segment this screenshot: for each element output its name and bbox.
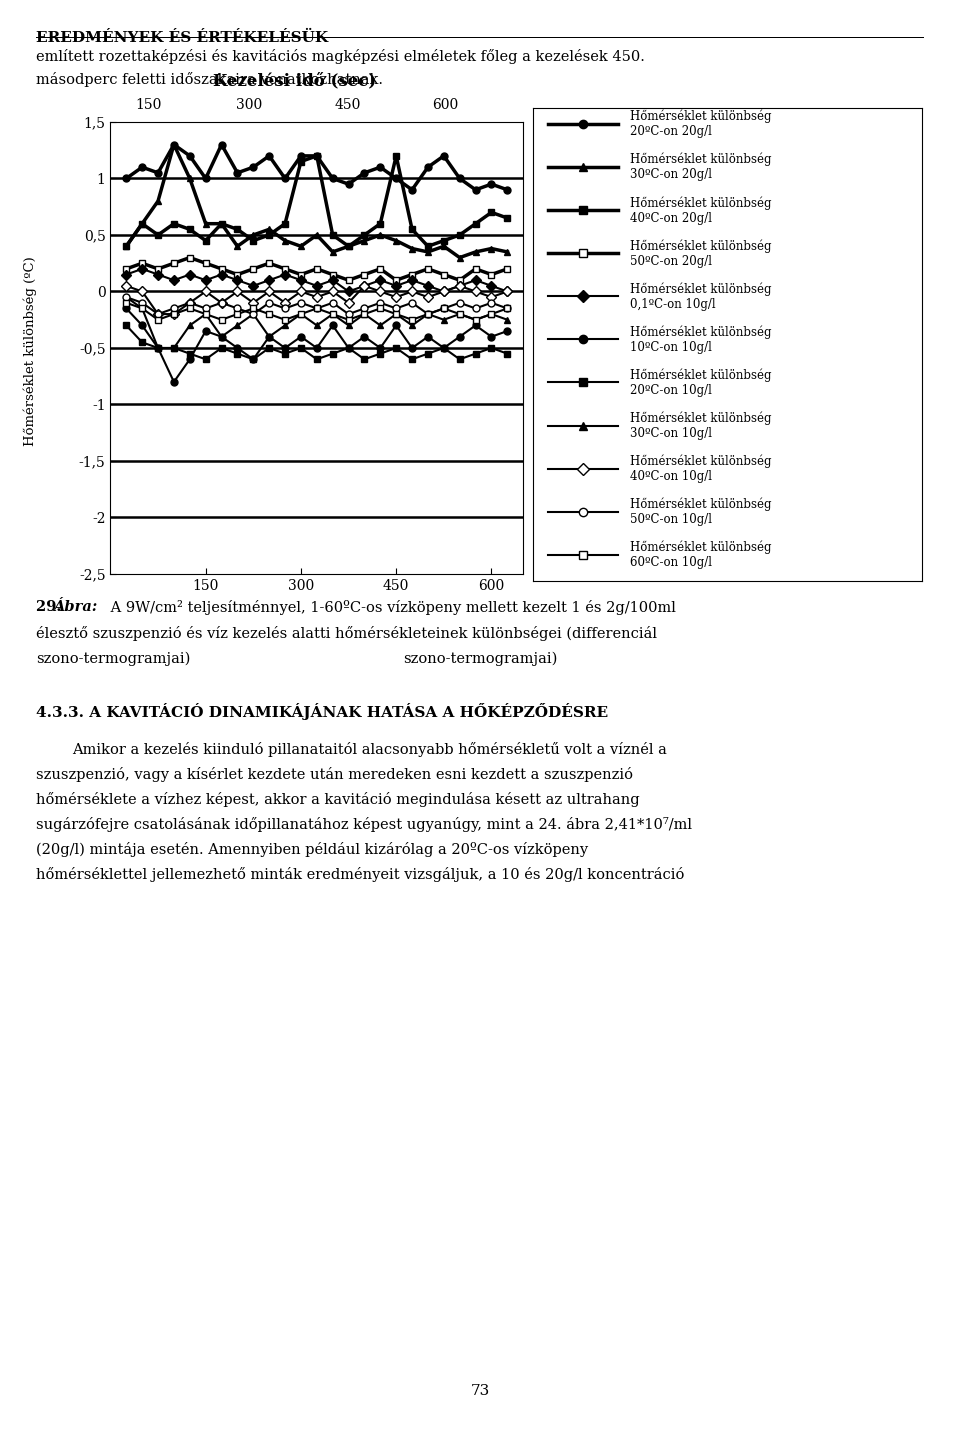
Text: Hőmérséklet különbség
30ºC-on 10g/l: Hőmérséklet különbség 30ºC-on 10g/l [630,412,772,439]
Text: Hőmérséklet különbség
20ºC-on 20g/l: Hőmérséklet különbség 20ºC-on 20g/l [630,110,772,138]
Text: 450: 450 [334,98,361,112]
Text: Hőmérséklet különbség
20ºC-on 10g/l: Hőmérséklet különbség 20ºC-on 10g/l [630,369,772,396]
Text: 29.: 29. [36,600,67,614]
Text: említett rozettaképzési és kavitációs magképzési elméletek főleg a kezelések 450: említett rozettaképzési és kavitációs ma… [36,49,645,63]
Text: 600: 600 [432,98,459,112]
Text: szono-termogramjai): szono-termogramjai) [403,651,557,666]
Text: EREDMÉNYEK ÉS ÉRTÉKELÉSÜK: EREDMÉNYEK ÉS ÉRTÉKELÉSÜK [36,30,328,44]
Text: Hőmérséklet különbség
40ºC-on 20g/l: Hőmérséklet különbség 40ºC-on 20g/l [630,197,772,224]
Text: Ábra:: Ábra: [53,600,97,614]
Text: szuszpenzió, vagy a kísérlet kezdete után meredeken esni kezdett a szuszpenzió: szuszpenzió, vagy a kísérlet kezdete utá… [36,766,634,782]
Text: Hőmérséklet különbség
50ºC-on 20g/l: Hőmérséklet különbség 50ºC-on 20g/l [630,240,772,267]
Text: 150: 150 [135,98,162,112]
Text: 300: 300 [235,98,262,112]
Text: Hőmérséklet különbség
40ºC-on 10g/l: Hőmérséklet különbség 40ºC-on 10g/l [630,455,772,482]
Text: Hőmérséklet különbség
30ºC-on 20g/l: Hőmérséklet különbség 30ºC-on 20g/l [630,154,772,181]
Text: Hőmérséklet különbség
10ºC-on 10g/l: Hőmérséklet különbség 10ºC-on 10g/l [630,326,772,353]
Text: 4.3.3. A KAVITÁCIÓ DINAMIKÁJÁNAK HATÁSA A HŐKÉPZŐDÉSRE: 4.3.3. A KAVITÁCIÓ DINAMIKÁJÁNAK HATÁSA … [36,703,609,720]
Text: Hőmérséklet különbség
50ºC-on 10g/l: Hőmérséklet különbség 50ºC-on 10g/l [630,498,772,525]
Text: szono-termogramjai): szono-termogramjai) [36,651,191,666]
Text: (20g/l) mintája esetén. Amennyiben például kizárólag a 20ºC-os vízköpeny: (20g/l) mintája esetén. Amennyiben példá… [36,842,588,857]
Text: hőmérséklettel jellemezhető minták eredményeit vizsgáljuk, a 10 és 20g/l koncent: hőmérséklettel jellemezhető minták eredm… [36,867,684,883]
Text: A 9W/cm² teljesítménnyel, 1-60ºC-os vízköpeny mellett kezelt 1 és 2g/100ml: A 9W/cm² teljesítménnyel, 1-60ºC-os vízk… [106,600,676,614]
Text: élesztő szuszpenzió és víz kezelés alatti hőmérsékleteinek különbségei (differen: élesztő szuszpenzió és víz kezelés alatt… [36,626,658,640]
Text: 73: 73 [470,1383,490,1398]
Text: Hőmérséklet különbség (ºC): Hőmérséklet különbség (ºC) [24,257,37,446]
Text: Kezelési idő (sec): Kezelési idő (sec) [213,72,376,89]
Text: sugárzófejre csatolásának időpillanatához képest ugyanúgy, mint a 24. ábra 2,41*: sugárzófejre csatolásának időpillanatáho… [36,817,692,832]
Text: hőmérséklete a vízhez képest, akkor a kavitáció megindulása késett az ultrahang: hőmérséklete a vízhez képest, akkor a ka… [36,792,640,806]
Text: másodperc feletti időszakaira vonatkozhatnak.: másodperc feletti időszakaira vonatkozha… [36,72,383,86]
Text: Amikor a kezelés kiinduló pillanataitól alacsonyabb hőmérsékletű volt a víznél a: Amikor a kezelés kiinduló pillanataitól … [72,742,667,756]
Text: Hőmérséklet különbség
60ºC-on 10g/l: Hőmérséklet különbség 60ºC-on 10g/l [630,541,772,568]
Text: Hőmérséklet különbség
0,1ºC-on 10g/l: Hőmérséklet különbség 0,1ºC-on 10g/l [630,283,772,310]
